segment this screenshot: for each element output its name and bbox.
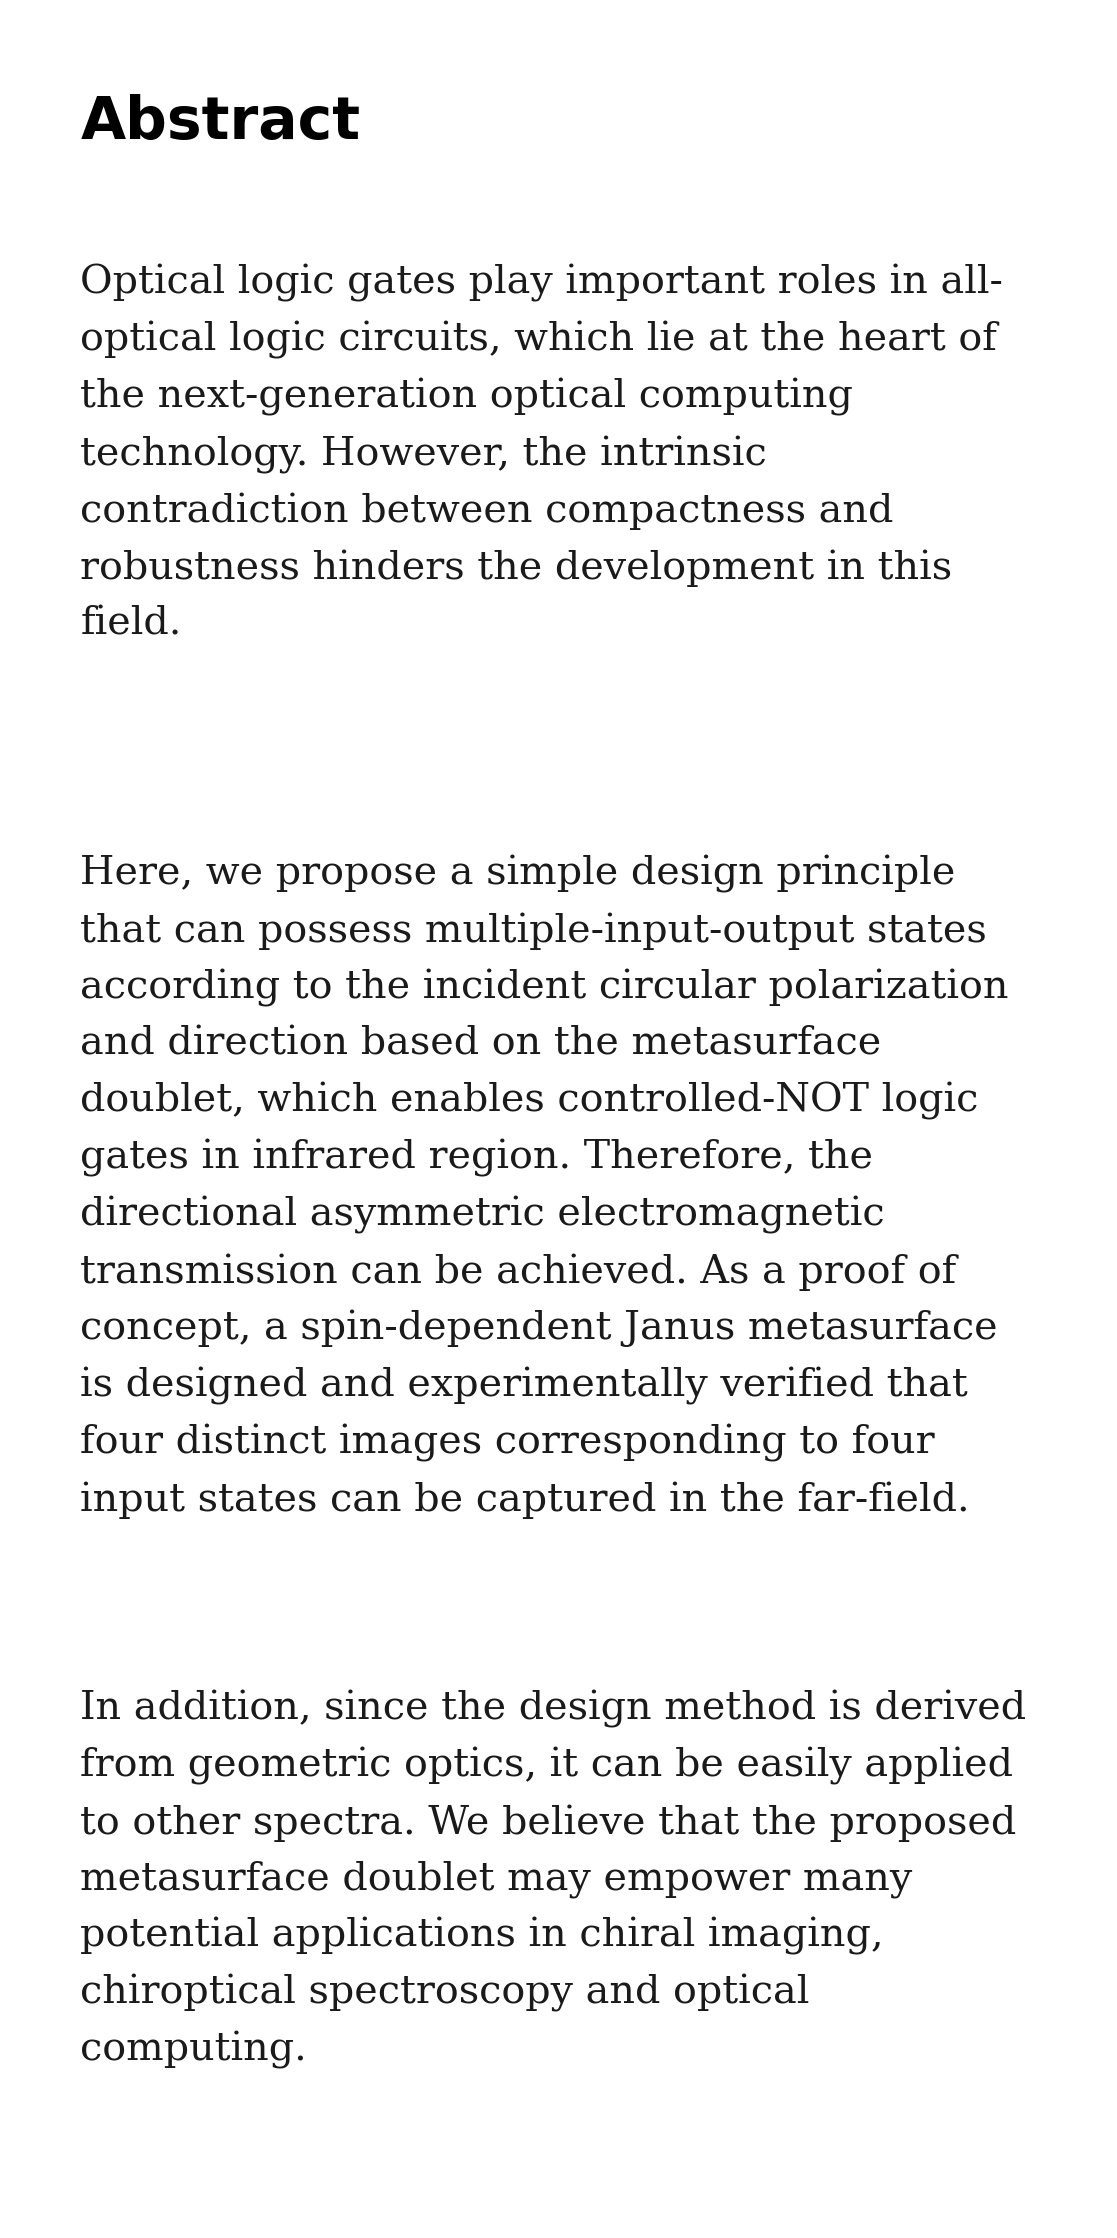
Text: Optical logic gates play important roles in all-
optical logic circuits, which l: Optical logic gates play important roles… — [80, 264, 1003, 642]
Text: In addition, since the design method is derived
from geometric optics, it can be: In addition, since the design method is … — [80, 1690, 1027, 2070]
Text: Here, we propose a simple design principle
that can possess multiple-input-outpu: Here, we propose a simple design princip… — [80, 855, 1009, 1520]
Text: Abstract: Abstract — [80, 94, 361, 150]
